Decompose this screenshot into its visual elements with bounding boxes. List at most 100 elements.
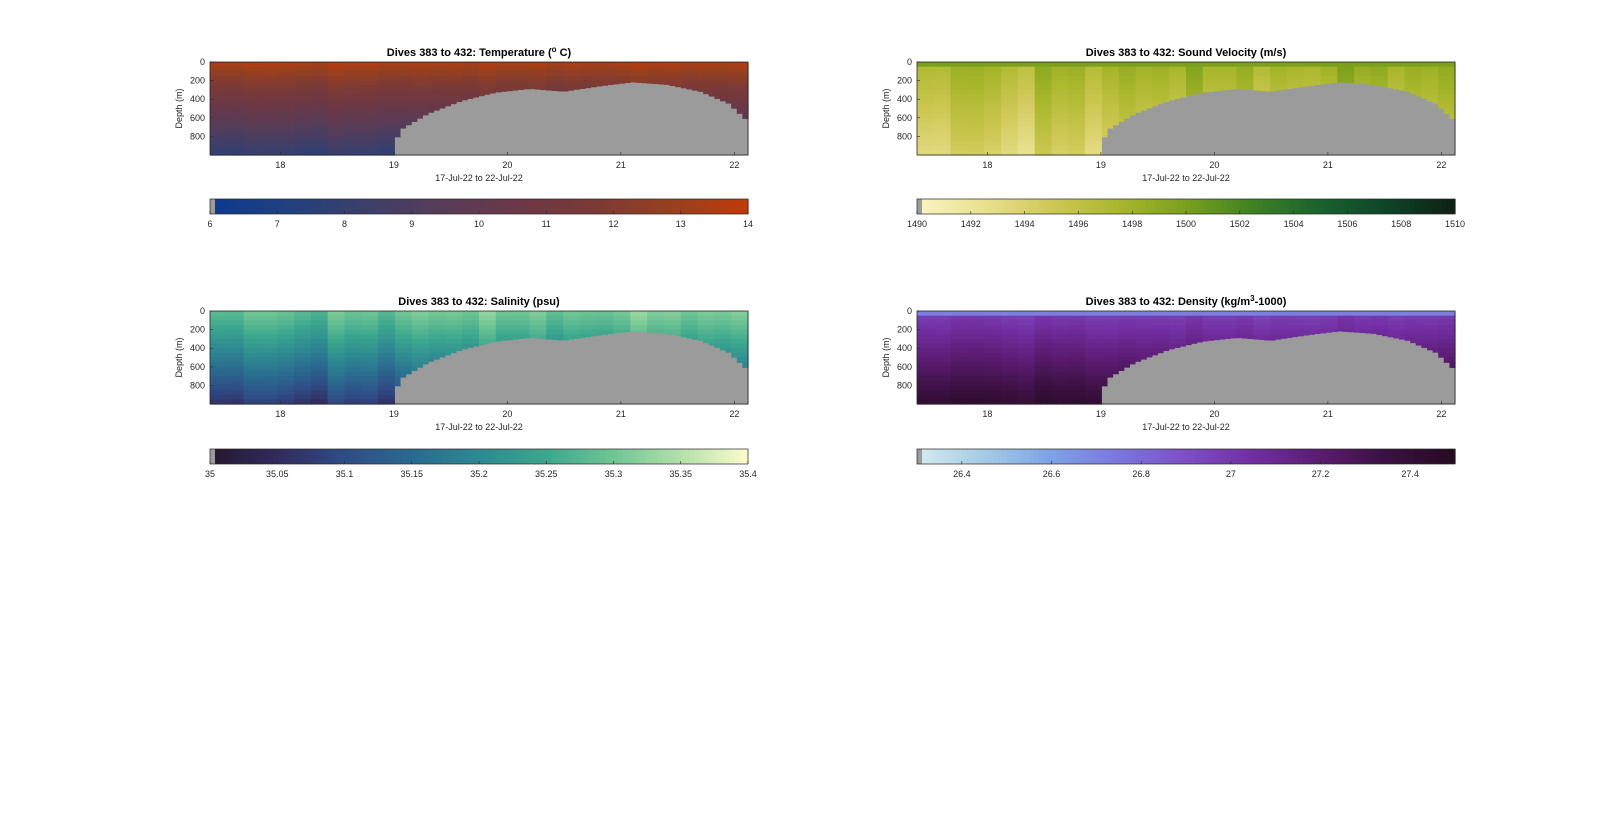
nodata-cell — [686, 122, 693, 128]
heatmap-cell — [288, 357, 295, 363]
heatmap-cell — [719, 62, 727, 68]
heatmap-cell — [383, 127, 390, 133]
heatmap-cell — [928, 71, 935, 77]
heatmap-cell — [697, 85, 704, 91]
heatmap-cell — [350, 348, 357, 354]
heatmap-cell — [305, 352, 312, 359]
nodata-cell — [613, 150, 620, 156]
heatmap-cell — [294, 390, 301, 396]
nodata-cell — [1359, 108, 1366, 114]
nodata-cell — [1415, 131, 1422, 137]
nodata-cell — [680, 136, 687, 142]
heatmap-cell — [316, 89, 323, 96]
heatmap-cell — [462, 71, 469, 77]
heatmap-cell — [372, 108, 379, 114]
heatmap-cell — [271, 117, 278, 124]
heatmap-cell — [288, 366, 295, 373]
heatmap-cell — [238, 371, 245, 377]
nodata-cell — [1337, 103, 1344, 110]
heatmap-cell — [1146, 85, 1153, 91]
heatmap-cell — [1045, 75, 1053, 82]
heatmap-cell — [1001, 66, 1008, 72]
nodata-cell — [1410, 131, 1417, 137]
heatmap-cell — [1208, 71, 1215, 77]
nodata-cell — [1129, 122, 1137, 128]
heatmap-cell — [714, 62, 721, 68]
heatmap-cell — [1236, 71, 1243, 77]
heatmap-cell — [238, 311, 245, 317]
nodata-cell — [725, 127, 732, 133]
heatmap-cell — [254, 75, 262, 82]
heatmap-cell — [1152, 99, 1159, 105]
nodata-cell — [1163, 108, 1170, 114]
colorbar-segment — [1423, 199, 1429, 214]
heatmap-cell — [210, 71, 217, 77]
heatmap-cell — [1286, 66, 1294, 72]
nodata-cell — [635, 117, 643, 124]
nodata-cell — [714, 145, 721, 151]
heatmap-cell — [383, 394, 390, 400]
heatmap-cell — [299, 343, 306, 349]
nodata-cell — [1342, 136, 1350, 142]
heatmap-cell — [731, 89, 738, 96]
heatmap-cell — [1001, 85, 1008, 91]
heatmap-cell — [540, 62, 547, 68]
heatmap-cell — [232, 315, 239, 321]
heatmap-cell — [973, 103, 980, 110]
heatmap-cell — [1174, 66, 1181, 72]
nodata-cell — [602, 113, 609, 119]
heatmap-cell — [1040, 66, 1047, 72]
nodata-cell — [1214, 131, 1221, 137]
nodata-cell — [675, 141, 682, 147]
heatmap-cell — [305, 343, 312, 349]
nodata-cell — [434, 110, 441, 114]
nodata-cell — [546, 150, 553, 156]
heatmap-cell — [238, 366, 245, 373]
heatmap-cell — [254, 315, 262, 321]
heatmap-cell — [338, 75, 346, 82]
heatmap-cell — [260, 320, 267, 326]
heatmap-cell — [1197, 89, 1204, 95]
colorbar-segment — [1262, 199, 1268, 214]
heatmap-cell — [266, 380, 273, 386]
heatmap-cell — [310, 117, 318, 124]
heatmap-cell — [238, 399, 245, 405]
heatmap-cell — [708, 66, 715, 72]
nodata-cell — [607, 94, 615, 100]
colorbar-segment — [680, 199, 686, 214]
heatmap-cell — [1180, 94, 1187, 99]
heatmap-cell — [967, 141, 974, 147]
heatmap-cell — [327, 390, 334, 396]
heatmap-cell — [1012, 66, 1019, 72]
nodata-cell — [1348, 83, 1355, 86]
heatmap-cell — [277, 311, 284, 317]
nodata-cell — [1174, 122, 1181, 128]
heatmap-cell — [338, 320, 346, 326]
nodata-cell — [1398, 99, 1406, 105]
heatmap-cell — [973, 113, 980, 119]
nodata-cell — [652, 108, 659, 114]
nodata-cell — [473, 150, 480, 156]
heatmap-cell — [406, 85, 413, 91]
heatmap-cell — [1118, 94, 1125, 100]
heatmap-cell — [378, 127, 385, 133]
heatmap-cell — [1073, 80, 1081, 86]
nodata-cell — [540, 136, 547, 142]
heatmap-cell — [518, 66, 525, 72]
heatmap-cell — [1342, 75, 1350, 82]
nodata-cell — [602, 103, 609, 110]
colorbar-segment — [676, 199, 682, 214]
heatmap-cell — [344, 122, 351, 128]
heatmap-cell — [1214, 80, 1221, 86]
heatmap-cell — [1023, 99, 1030, 105]
heatmap-cell — [338, 371, 346, 377]
heatmap-cell — [1326, 62, 1333, 68]
nodata-cell — [1354, 99, 1361, 105]
heatmap-cell — [540, 75, 547, 82]
nodata-cell — [1141, 131, 1148, 137]
nodata-cell — [619, 127, 626, 133]
heatmap-cell — [299, 136, 306, 142]
colorbar-segment — [1235, 199, 1241, 214]
colorbar-segment — [1177, 199, 1183, 214]
heatmap-cell — [249, 75, 256, 82]
